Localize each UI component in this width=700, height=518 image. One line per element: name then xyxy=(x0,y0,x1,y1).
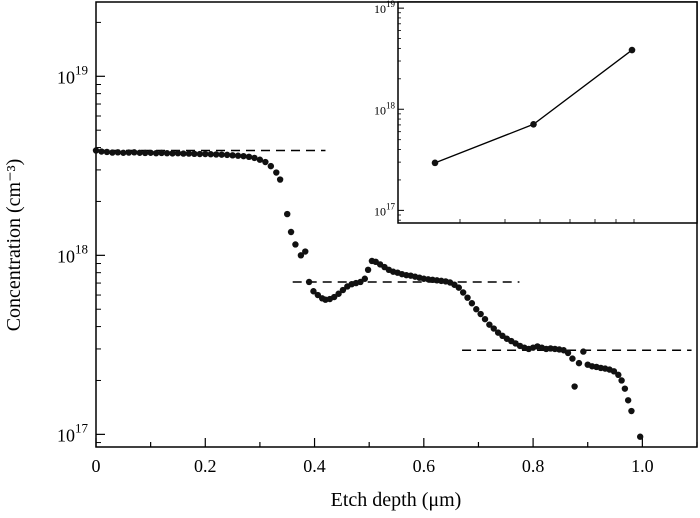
data-point xyxy=(141,149,149,157)
data-point xyxy=(468,300,476,307)
data-point xyxy=(276,176,284,183)
data-point xyxy=(191,150,198,158)
data-point xyxy=(636,433,644,440)
inset-y-tick-label: 1019 xyxy=(374,0,396,16)
data-point xyxy=(455,284,462,291)
inset-plot: 1017 1018 1019 xyxy=(374,0,698,224)
data-point xyxy=(207,151,214,158)
data-point xyxy=(92,147,100,154)
data-point xyxy=(202,150,209,158)
data-point xyxy=(580,348,587,355)
x-tick-label: 0.4 xyxy=(303,456,326,476)
inset-frame xyxy=(397,1,698,224)
data-point xyxy=(624,397,632,404)
y-tick-label: 1019 xyxy=(57,62,88,87)
data-point xyxy=(615,371,622,379)
data-point xyxy=(571,383,578,390)
data-point xyxy=(136,149,143,156)
x-tick-label: 0 xyxy=(92,456,101,476)
inset-data-point xyxy=(431,159,439,167)
data-point xyxy=(575,359,583,367)
inset-data-point xyxy=(530,120,537,128)
data-point xyxy=(618,377,625,384)
data-point xyxy=(267,162,275,170)
data-point xyxy=(310,288,317,295)
data-point xyxy=(357,278,364,286)
data-point xyxy=(125,149,132,156)
data-point xyxy=(305,278,313,286)
y-axis-label: Concentration (cm⁻³) xyxy=(3,159,25,332)
data-point xyxy=(284,210,291,218)
data-point xyxy=(223,151,231,159)
data-point xyxy=(245,153,253,161)
data-point xyxy=(169,150,176,157)
data-point xyxy=(464,294,471,301)
data-point xyxy=(610,368,618,375)
data-point xyxy=(302,248,309,255)
inset-y-tick-label: 1018 xyxy=(374,100,396,117)
data-point xyxy=(490,325,497,332)
data-point xyxy=(147,149,154,156)
data-point xyxy=(251,154,258,162)
data-point xyxy=(180,150,187,157)
data-point xyxy=(477,310,484,318)
data-point xyxy=(364,266,372,274)
data-point xyxy=(287,228,295,236)
data-point xyxy=(262,158,269,166)
plot-frame xyxy=(95,1,698,448)
data-point xyxy=(273,169,280,176)
data-point xyxy=(459,289,467,296)
x-tick-label: 0.8 xyxy=(522,456,545,476)
data-point xyxy=(297,252,305,259)
data-point xyxy=(240,152,247,160)
data-point xyxy=(314,291,322,299)
data-point xyxy=(256,156,264,163)
x-tick-label: 0.6 xyxy=(413,456,436,476)
data-point xyxy=(185,150,193,157)
data-point xyxy=(628,407,635,415)
data-point xyxy=(109,149,116,156)
data-point xyxy=(196,150,204,158)
x-tick-label: 0.2 xyxy=(194,456,217,476)
y-tick-label: 1017 xyxy=(57,420,89,445)
data-point xyxy=(213,151,220,158)
inset-y-tick-label: 1017 xyxy=(374,201,396,218)
data-point xyxy=(361,275,369,282)
data-point xyxy=(339,286,347,294)
data-point xyxy=(229,152,236,159)
main-plot: 0 0.2 0.4 0.6 0.8 1.0 1017 1018 1019 xyxy=(57,1,698,476)
x-tick-label: 1.0 xyxy=(631,456,654,476)
data-point xyxy=(331,293,338,301)
inset-data-point xyxy=(628,46,636,54)
data-point xyxy=(292,241,299,248)
data-point xyxy=(103,148,111,156)
data-point xyxy=(163,149,171,157)
data-point xyxy=(564,349,572,357)
data-point xyxy=(152,149,160,157)
data-point xyxy=(120,149,127,156)
data-point xyxy=(158,149,165,157)
data-point xyxy=(621,385,629,392)
data-point xyxy=(174,149,182,157)
data-point xyxy=(114,149,122,156)
data-point xyxy=(335,290,342,297)
data-point xyxy=(98,148,105,155)
y-tick-label: 1018 xyxy=(57,241,88,266)
data-point xyxy=(494,329,502,336)
data-point xyxy=(473,306,480,313)
data-point xyxy=(218,151,225,158)
data-point xyxy=(569,355,576,362)
data-point xyxy=(481,315,489,323)
x-axis-label: Etch depth (μm) xyxy=(331,489,462,511)
data-point xyxy=(486,321,493,328)
data-point xyxy=(234,152,242,159)
data-point xyxy=(131,149,138,156)
